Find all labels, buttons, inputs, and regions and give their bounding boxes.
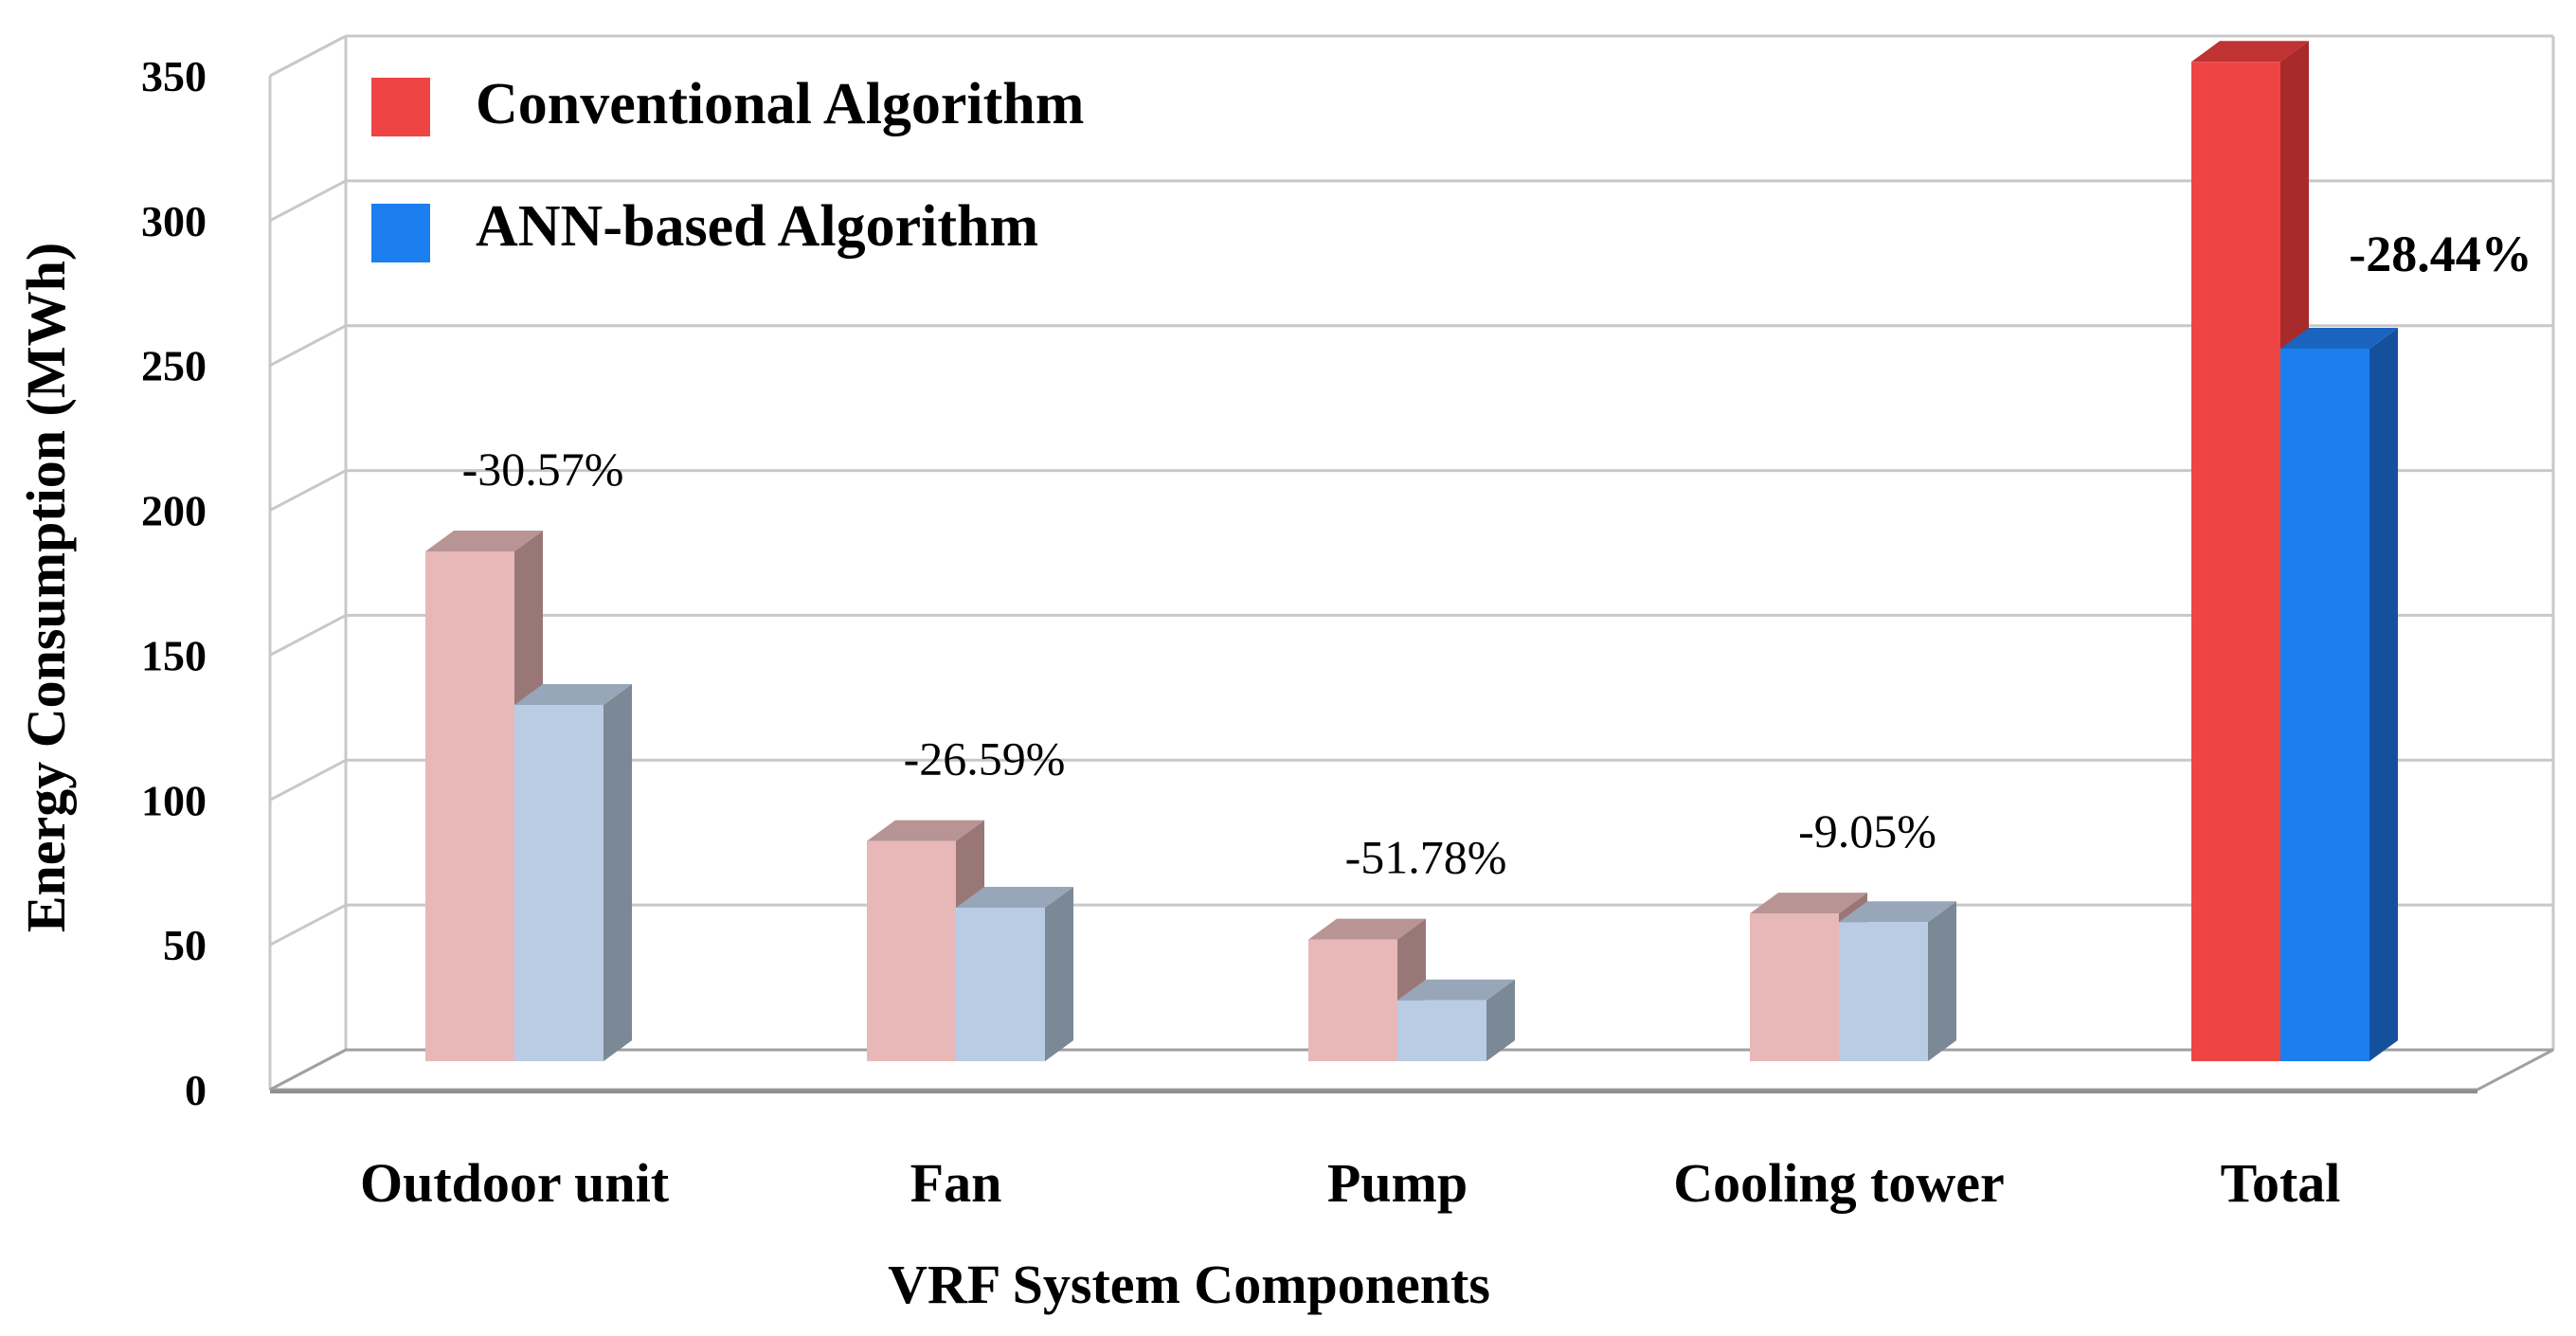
bar-cooling-tower-ann-side bbox=[1928, 901, 1956, 1061]
bar-cooling-tower-ann-top bbox=[1839, 901, 1956, 923]
bar-outdoor-unit-conventional-top bbox=[425, 530, 543, 551]
y-tick-label: 350 bbox=[141, 52, 207, 100]
bar-pump-conventional-front bbox=[1308, 939, 1397, 1061]
percent-change-label: -26.59% bbox=[904, 732, 1066, 785]
bar-pump-ann-front bbox=[1397, 1000, 1486, 1061]
bar-fan-conventional bbox=[867, 820, 984, 1061]
gridline-side bbox=[269, 324, 347, 368]
bar-fan-conventional-top bbox=[867, 820, 984, 841]
x-tick-label: Total bbox=[2221, 1152, 2341, 1214]
y-tick-label: 100 bbox=[141, 776, 207, 824]
gridline-side bbox=[269, 34, 347, 78]
bars bbox=[425, 41, 2398, 1061]
bar-fan-ann-top bbox=[956, 886, 1073, 908]
percent-change-label: -30.57% bbox=[462, 442, 624, 496]
bar-pump-ann-side bbox=[1486, 979, 1515, 1061]
gridline-side bbox=[269, 469, 347, 512]
x-tick-label: Cooling tower bbox=[1673, 1152, 2005, 1214]
percent-change-label: -51.78% bbox=[1345, 831, 1507, 884]
y-tick-label: 0 bbox=[185, 1066, 207, 1114]
percent-change-label: -28.44% bbox=[2349, 226, 2531, 282]
bar-cooling-tower-ann-front bbox=[1839, 922, 1928, 1061]
y-tick-label: 150 bbox=[141, 631, 207, 679]
gridline-side bbox=[269, 179, 347, 223]
bar-pump-ann-top bbox=[1397, 979, 1515, 1001]
bar-total-ann bbox=[2280, 327, 2398, 1061]
legend-label-ann: ANN-based Algorithm bbox=[476, 194, 1038, 259]
y-tick-labels: 0 50 100 150 200 250 300 350 bbox=[141, 52, 207, 1114]
bar-outdoor-unit-conventional-front bbox=[425, 551, 514, 1061]
bar-outdoor-unit-ann bbox=[514, 683, 632, 1061]
bar-fan-conventional-front bbox=[867, 840, 956, 1061]
bar-outdoor-unit-ann-front bbox=[514, 704, 603, 1061]
bar-cooling-tower-conventional-front bbox=[1750, 913, 1839, 1061]
y-axis-title: Energy Consumption (MWh) bbox=[15, 243, 77, 932]
annotations: -30.57% -26.59% -51.78% -9.05% -28.44% bbox=[462, 226, 2532, 884]
y-tick-label: 50 bbox=[163, 921, 207, 969]
x-tick-label: Outdoor unit bbox=[360, 1152, 670, 1214]
x-axis-title: VRF System Components bbox=[888, 1254, 1490, 1315]
gridline-side bbox=[269, 758, 347, 802]
bar-outdoor-unit-ann-side bbox=[603, 683, 632, 1061]
bar-fan-ann-front bbox=[956, 907, 1045, 1061]
legend-swatch-ann bbox=[371, 204, 430, 262]
bar-fan-ann bbox=[956, 886, 1073, 1061]
x-tick-label: Pump bbox=[1327, 1152, 1468, 1214]
bar-cooling-tower-conventional-top bbox=[1750, 893, 1867, 914]
bar-cooling-tower-ann bbox=[1839, 901, 1956, 1061]
bar-total-ann-top bbox=[2280, 327, 2398, 349]
gridline-side bbox=[269, 903, 347, 947]
y-tick-label: 200 bbox=[141, 487, 207, 535]
bar-total-ann-side bbox=[2369, 327, 2398, 1061]
y-tick-label: 250 bbox=[141, 342, 207, 390]
legend: Conventional Algorithm ANN-based Algorit… bbox=[371, 72, 1084, 262]
bar-total-conventional-top bbox=[2191, 41, 2309, 63]
gridline-side bbox=[269, 614, 347, 657]
legend-swatch-conventional bbox=[371, 78, 430, 136]
x-tick-label: Fan bbox=[910, 1152, 1002, 1214]
percent-change-label: -9.05% bbox=[1798, 804, 1937, 858]
bar-total-ann-front bbox=[2280, 348, 2369, 1061]
bar-outdoor-unit-ann-top bbox=[514, 683, 632, 705]
bar-pump-ann bbox=[1397, 979, 1515, 1061]
grid-layer bbox=[268, 34, 2555, 1093]
bar-fan-ann-side bbox=[1045, 886, 1073, 1061]
y-tick-label: 300 bbox=[141, 197, 207, 245]
bar-pump-conventional-top bbox=[1308, 918, 1426, 940]
legend-label-conventional: Conventional Algorithm bbox=[476, 72, 1084, 136]
x-tick-labels: Outdoor unit Fan Pump Cooling tower Total bbox=[360, 1152, 2340, 1214]
bar-total-conventional-front bbox=[2191, 62, 2280, 1061]
